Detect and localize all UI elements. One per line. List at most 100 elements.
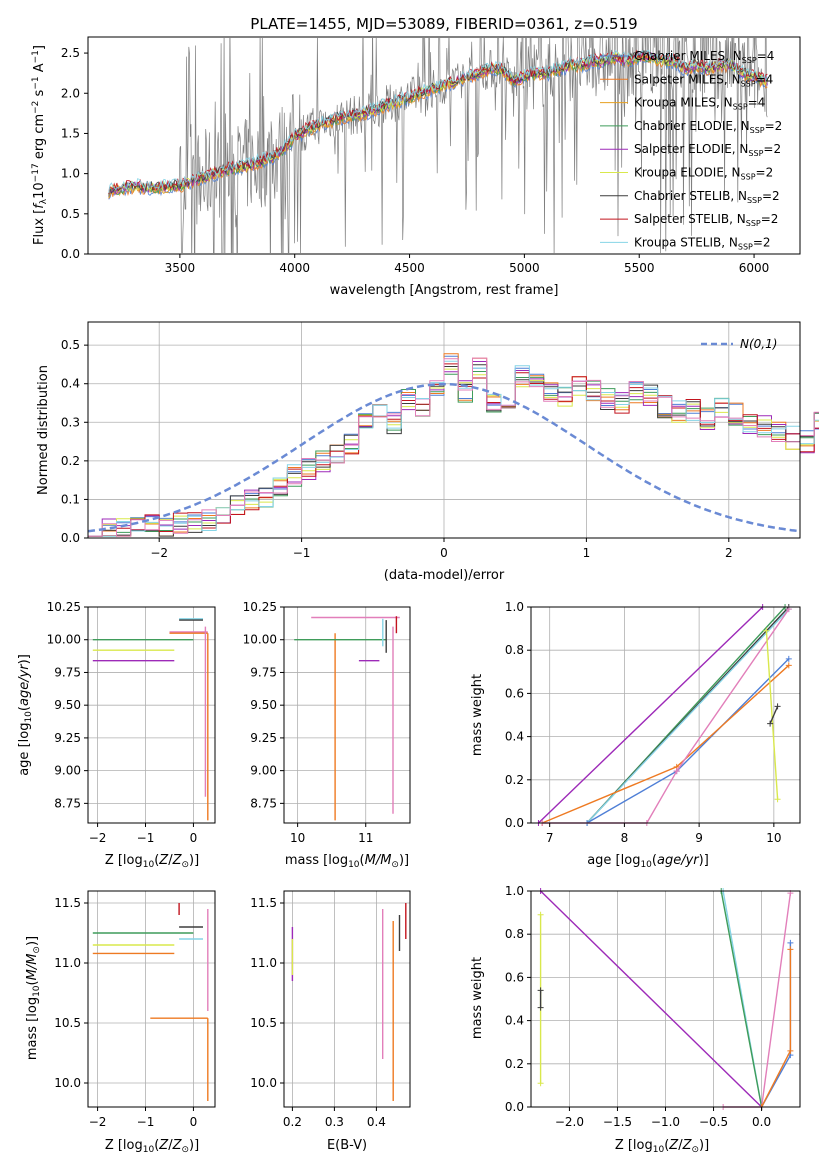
massweight-vs-age-series-5 — [541, 664, 790, 824]
massweight-vs-age-ytick-label: 0.6 — [505, 686, 524, 700]
massweight-vs-Z-marker — [787, 939, 794, 946]
age-vs-Z-ytick-label: 9.00 — [54, 764, 81, 778]
age-vs-mass-ytick-label: 9.75 — [250, 665, 277, 679]
residual-ytick-label: 0.5 — [61, 338, 80, 352]
residual-legend: N(0,1) — [701, 337, 777, 351]
residual-ytick-label: 0.0 — [61, 531, 80, 545]
mass-vs-Z-xtick-label: 0 — [190, 1115, 198, 1129]
legend-label-chabrier-elodie: Chabrier ELODIE, NSSP=2 — [634, 119, 782, 135]
spectrum-clipped — [108, 37, 768, 254]
massweight-vs-age-xtick-label: 8 — [621, 831, 629, 845]
residual-ytick-label: 0.4 — [61, 377, 80, 391]
mass-vs-Z-panel: −2 −1 0 10.0 10.5 11.0 11.5 — [54, 890, 216, 1129]
massweight-vs-Z-xtick-label: −0.5 — [699, 1115, 728, 1129]
spectrum-xtick-label: 4000 — [279, 261, 310, 275]
residual-ytick-label: 0.2 — [61, 454, 80, 468]
mass-vs-ebv-xtick-label: 0.3 — [325, 1115, 344, 1129]
massweight-vs-age-marker — [774, 796, 781, 803]
age-vs-Z-ytick-label: 9.50 — [54, 698, 81, 712]
residual-ytick-label: 0.3 — [61, 415, 80, 429]
mass-vs-ebv-axes — [283, 890, 411, 1108]
massweight-vs-age-panel: 7 8 9 10 0.0 0.2 0.4 0.6 0.8 1.0 — [505, 600, 801, 845]
massweight-vs-Z-series-3 — [723, 893, 792, 1108]
age-vs-mass-panel: 10 11 8.75 9.00 9.25 9.50 9.75 10.00 10.25 — [243, 600, 411, 845]
massweight-vs-Z-series-5 — [760, 949, 792, 1108]
mass-vs-ebv-ytick-label: 11.0 — [250, 956, 277, 970]
residual-ytick-label: 0.1 — [61, 492, 80, 506]
spectrum-legend: Chabrier MILES, NSSP=4 Salpeter MILES, NS… — [600, 49, 782, 251]
mass-vs-Z-ytick-label: 10.0 — [54, 1076, 81, 1090]
residual-xtick-label: 0 — [440, 546, 448, 560]
age-vs-mass-ytick-label: 8.75 — [250, 796, 277, 810]
age-vs-mass-ytick-label: 10.00 — [243, 633, 277, 647]
age-vs-mass-xtick-label: 10 — [290, 831, 305, 845]
spectrum-xtick-label: 5500 — [624, 261, 655, 275]
massweight-vs-age-ytick-label: 1.0 — [505, 600, 524, 614]
mwAge-xlabel: age [log10(age/yr)] — [587, 853, 709, 870]
massweight-vs-Z-ytick-label: 0.2 — [505, 1057, 524, 1071]
mass-vs-ebv-ytick-label: 11.5 — [250, 896, 277, 910]
spectrum-ytick-label: 0.0 — [61, 247, 80, 261]
spectrum-ytick-label: 2.0 — [61, 86, 80, 100]
massweight-vs-Z-marker — [787, 1047, 794, 1054]
massweight-vs-Z-marker — [537, 1080, 544, 1087]
spectrum-panel: 3500 4000 4500 5000 5500 6000 0.0 0.5 1.0 1.5 2.0 2… — [31, 36, 801, 298]
age-vs-Z-ytick-label: 9.75 — [54, 665, 81, 679]
massweight-vs-age-marker — [767, 720, 774, 727]
spectrum-ticks: 3500 4000 4500 5000 5500 6000 0.0 0.5 1.0 1.5 2.0 2… — [61, 46, 769, 275]
residual-xtick-label: 2 — [725, 546, 733, 560]
figure-title: PLATE=1455, MJD=53089, FIBERID=0361, z=0… — [250, 15, 637, 33]
massweight-vs-Z-marker — [537, 1004, 544, 1011]
spectrum-xtick-label: 3500 — [165, 261, 196, 275]
legend-label-kroupa-stelib: Kroupa STELIB, NSSP=2 — [634, 235, 771, 251]
mwAge-ylabel: mass weight — [470, 674, 485, 756]
massEBV-xlabel: E(B-V) — [327, 1138, 367, 1153]
age-vs-Z-axes — [87, 606, 216, 824]
massweight-vs-age-xtick-label: 9 — [695, 831, 703, 845]
mass-vs-ebv-panel: 0.2 0.3 0.4 10.0 10.5 11.0 11.5 — [250, 890, 411, 1129]
age-vs-mass-axes — [283, 606, 411, 824]
massweight-vs-Z-marker — [537, 987, 544, 994]
gaussian-curve — [87, 382, 801, 533]
residual-xtick-label: −1 — [293, 546, 311, 560]
massweight-vs-age-marker — [785, 662, 792, 669]
age-vs-Z-xtick-label: 0 — [190, 831, 198, 845]
residual-ticks: −2 −1 0 1 2 0.0 0.1 0.2 0.3 0.4 0.5 — [61, 338, 733, 560]
spectrum-ytick-label: 1.5 — [61, 126, 80, 140]
mass-vs-Z-xtick-label: −2 — [89, 1115, 107, 1129]
mass-vs-Z-ytick-label: 11.5 — [54, 896, 81, 910]
massZ-ylabel: mass [log10(M/M⊙)] — [25, 936, 42, 1060]
ageMass-xlabel: mass [log10(M/M⊙)] — [285, 853, 409, 870]
age-vs-Z-ytick-label: 9.25 — [54, 731, 81, 745]
spectrum-xtick-label: 4500 — [394, 261, 425, 275]
massweight-vs-age-series-0 — [538, 606, 764, 824]
residual-xtick-label: −2 — [150, 546, 168, 560]
spectrum-lines — [108, 37, 768, 254]
mass-vs-ebv-ytick-label: 10.0 — [250, 1076, 277, 1090]
age-vs-mass-xtick-label: 11 — [358, 831, 373, 845]
massweight-vs-age-axes — [530, 606, 801, 824]
massweight-vs-age-ytick-label: 0.8 — [505, 643, 524, 657]
age-vs-Z-panel: −2 −1 0 8.75 9.00 9.25 9.50 9.75 10.00 10.25 — [47, 600, 216, 845]
massweight-vs-Z-series-0 — [540, 890, 763, 1108]
legend-label-salpeter-stelib: Salpeter STELIB, NSSP=2 — [634, 212, 778, 228]
massweight-vs-Z-xtick-label: −1.5 — [603, 1115, 632, 1129]
massweight-vs-Z-marker — [787, 946, 794, 953]
age-vs-Z-ytick-label: 10.25 — [47, 600, 81, 614]
spectrum-ytick-label: 1.0 — [61, 167, 80, 181]
massweight-vs-Z-series-2 — [720, 890, 763, 1108]
massweight-vs-age-marker — [785, 655, 792, 662]
mass-vs-Z-xtick-label: −1 — [137, 1115, 155, 1129]
age-vs-mass-ytick-label: 9.00 — [250, 764, 277, 778]
massweight-vs-Z-ytick-label: 0.0 — [505, 1100, 524, 1114]
massweight-vs-age-xtick-label: 7 — [546, 831, 554, 845]
legend-label-kroupa-miles: Kroupa MILES, NSSP=4 — [634, 96, 765, 112]
spectrum-axes — [87, 36, 801, 255]
massweight-vs-age-ytick-label: 0.4 — [505, 730, 524, 744]
gaussian-legend-label: N(0,1) — [740, 337, 777, 351]
legend-label-chabrier-stelib: Chabrier STELIB, NSSP=2 — [634, 189, 780, 205]
residual-xlabel: (data-model)/error — [384, 568, 505, 583]
massweight-vs-age-series-7 — [765, 630, 779, 800]
mass-vs-Z-ytick-label: 11.0 — [54, 956, 81, 970]
